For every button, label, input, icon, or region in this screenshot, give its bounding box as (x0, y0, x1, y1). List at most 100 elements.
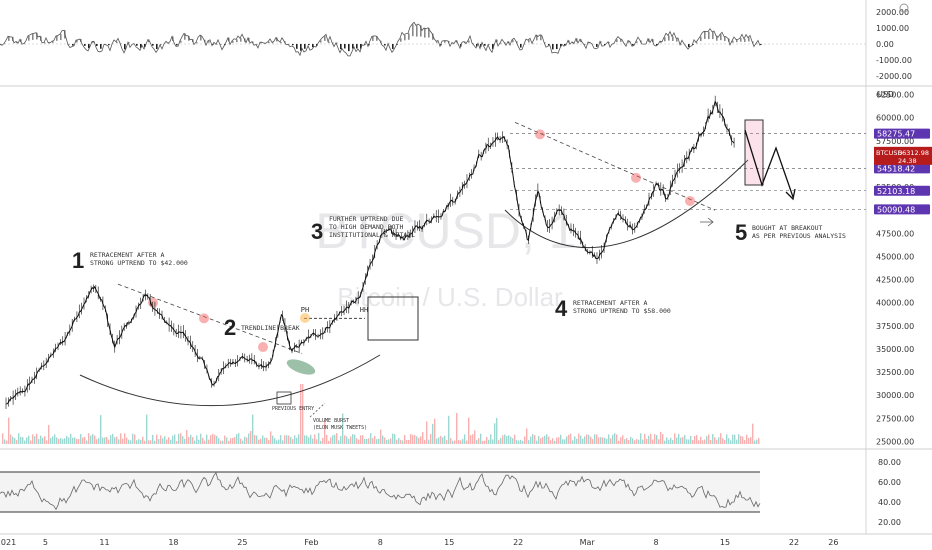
volume-bar (550, 440, 552, 444)
volume-bar (130, 440, 132, 444)
volume-bars (2, 384, 760, 444)
volume-bar (122, 438, 124, 444)
oscillator-bar (500, 43, 502, 44)
volume-bar (480, 433, 482, 444)
volume-bar (716, 439, 718, 444)
volume-bar (650, 433, 652, 444)
volume-bar (80, 434, 82, 444)
volume-bar (408, 439, 410, 444)
volume-bar (496, 417, 498, 444)
volume-bar (440, 435, 442, 444)
volume-bar (590, 436, 592, 444)
volume-bar (306, 435, 308, 444)
volume-bar (558, 437, 560, 444)
volume-bar (562, 439, 564, 444)
volume-bar (580, 435, 582, 444)
volume-bar (14, 438, 16, 444)
annotation-2-number: 2 (224, 315, 236, 340)
volume-bar (64, 438, 66, 444)
volume-bar (758, 437, 760, 444)
annotation-1-line-1: RETRACEMENT AFTER A (90, 251, 164, 259)
volume-bar (76, 439, 78, 444)
volume-bar (596, 434, 598, 444)
volume-bar (208, 439, 210, 444)
annotation-4-number: 4 (555, 296, 568, 321)
volume-bar (452, 440, 454, 444)
volume-bar (632, 438, 634, 444)
volume-bar (718, 437, 720, 444)
volume-bar (736, 439, 738, 444)
oscillator-bar (708, 31, 710, 40)
volume-bar (300, 384, 302, 444)
volume-bar (468, 417, 470, 444)
oscillator-bar (740, 38, 742, 42)
volume-bar (366, 438, 368, 444)
volume-bar (512, 438, 514, 444)
volume-bar (206, 434, 208, 444)
volume-bar (384, 437, 386, 444)
volume-burst-label-1: VOLUME BURST (313, 418, 349, 424)
volume-bar (504, 434, 506, 444)
volume-bar (74, 437, 76, 444)
volume-bar (278, 439, 280, 444)
volume-bar (560, 434, 562, 444)
oscillator-bar (296, 44, 298, 49)
oscillator-bar (424, 27, 426, 38)
volume-bar (582, 438, 584, 444)
price-scale-area[interactable] (866, 0, 932, 550)
pane-menu-icon[interactable] (899, 3, 909, 13)
time-tick-label: 26 (828, 538, 838, 547)
level-label: 52103.18 (877, 187, 915, 196)
volume-bar (476, 439, 478, 444)
volume-bar (256, 435, 258, 444)
oscillator-bar (668, 35, 670, 41)
volume-bar (454, 440, 456, 444)
volume-bar (316, 439, 318, 444)
volume-bar (526, 428, 528, 444)
volume-bar (314, 434, 316, 444)
volume-bar (318, 433, 320, 444)
small-labels: PH HH PREVIOUS ENTRY VOLUME BURST (ELON … (272, 306, 368, 431)
oscillator-bar (332, 42, 334, 44)
volume-bar (754, 440, 756, 444)
volume-bar (196, 435, 198, 444)
current-price-symbol: BTCUSD (876, 149, 902, 157)
volume-bar (688, 439, 690, 444)
oscillator-bar (268, 41, 270, 44)
oscillator-bar (724, 36, 726, 41)
volume-bar (506, 436, 508, 444)
oscillator-panel (0, 21, 866, 57)
oscillator-bar (700, 36, 702, 42)
volume-bar (518, 440, 520, 444)
volume-bar (450, 438, 452, 444)
volume-bar (430, 433, 432, 444)
oscillator-bar (748, 37, 750, 42)
volume-bar (520, 439, 522, 444)
oscillator-tick-label: 0.00 (876, 40, 894, 49)
volume-bar (470, 435, 472, 444)
volume-bar (44, 436, 46, 444)
volume-bar (92, 434, 94, 444)
oscillator-bar (428, 27, 430, 38)
oscillator-bar (704, 31, 706, 39)
volume-bar (412, 434, 414, 444)
volume-bar (678, 433, 680, 444)
volume-bar (106, 436, 108, 444)
volume-bar (220, 440, 222, 444)
volume-bar (710, 440, 712, 444)
volume-bar (210, 435, 212, 444)
volume-bar (2, 433, 4, 444)
rsi-tick-label: 80.00 (878, 458, 901, 467)
volume-bar (72, 437, 74, 444)
oscillator-bar (448, 40, 450, 43)
oscillator-bar (92, 41, 94, 44)
volume-bar (202, 437, 204, 444)
volume-bar (238, 433, 240, 444)
volume-bar (214, 434, 216, 444)
volume-bar (530, 436, 532, 444)
volume-bar (740, 435, 742, 444)
volume-bar (446, 440, 448, 444)
volume-bar (4, 439, 6, 444)
oscillator-bar (412, 24, 414, 37)
ph-label: PH (301, 306, 309, 314)
